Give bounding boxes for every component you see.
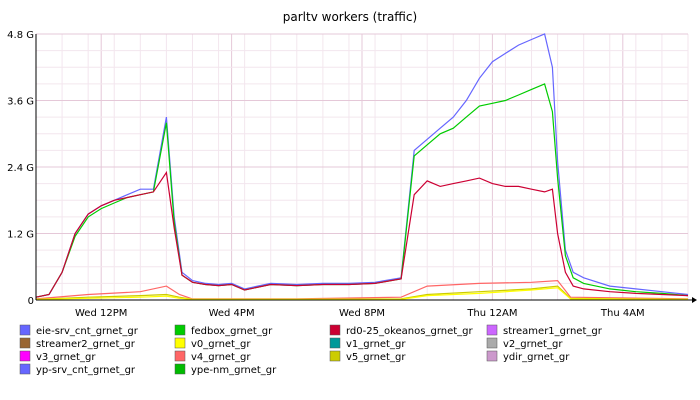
legend-label: v2_grnet_gr	[503, 339, 563, 350]
legend-label: yp-srv_cnt_grnet_gr	[36, 365, 136, 376]
legend-swatch	[19, 324, 31, 336]
legend-label: v4_grnet_gr	[191, 352, 251, 363]
legend-label: v1_grnet_gr	[346, 339, 406, 350]
legend-swatch	[486, 350, 498, 362]
legend-swatch	[174, 363, 186, 375]
series-line	[35, 279, 689, 300]
x-tick-label: Thu 4AM	[600, 308, 645, 319]
chart-title: parltv workers (traffic)	[283, 10, 417, 24]
series-line	[35, 287, 689, 300]
legend-swatch	[329, 350, 341, 362]
legend-swatch	[329, 337, 341, 349]
legend-swatch	[174, 350, 186, 362]
series-lines	[35, 33, 689, 300]
legend-label: rd0-25_okeanos_grnet_gr	[346, 326, 474, 337]
grid-lines	[35, 33, 689, 301]
x-tick-label: Thu 12AM	[466, 308, 517, 319]
y-tick-label: 4.8 G	[7, 30, 34, 41]
y-tick-label: 0	[28, 296, 34, 307]
series-line	[35, 33, 689, 298]
legend: eie-srv_cnt_grnet_gr fedbox_grnet_gr rd0-2…	[19, 324, 603, 376]
legend-label: v0_grnet_gr	[191, 339, 251, 350]
y-tick-label: 3.6 G	[7, 97, 34, 108]
legend-swatch	[174, 324, 186, 336]
legend-swatch	[19, 350, 31, 362]
legend-label: fedbox_grnet_gr	[191, 326, 273, 337]
series-line	[35, 170, 689, 298]
legend-label: streamer2_grnet_gr	[36, 339, 136, 350]
legend-label: v5_grnet_gr	[346, 352, 406, 363]
x-axis-arrow	[692, 297, 697, 303]
legend-swatch	[174, 337, 186, 349]
y-tick-label: 2.4 G	[7, 163, 34, 174]
legend-swatch	[19, 337, 31, 349]
legend-label: streamer1_grnet_gr	[503, 326, 603, 337]
legend-swatch	[19, 363, 31, 375]
legend-swatch	[486, 324, 498, 336]
x-tick-label: Wed 12PM	[75, 308, 127, 319]
legend-label: ydir_grnet_gr	[503, 352, 570, 363]
legend-swatch	[329, 324, 341, 336]
axes: Wed 12PM Wed 4PM Wed 8PM Thu 12AM Thu 4AM 0 1.…	[7, 30, 697, 319]
x-tick-label: Wed 8PM	[339, 308, 385, 319]
legend-label: ype-nm_grnet_gr	[191, 365, 277, 376]
y-tick-label: 1.2 G	[7, 230, 34, 241]
x-tick-label: Wed 4PM	[209, 308, 255, 319]
legend-swatch	[486, 337, 498, 349]
legend-label: eie-srv_cnt_grnet_gr	[36, 326, 139, 337]
legend-label: v3_grnet_gr	[36, 352, 96, 363]
